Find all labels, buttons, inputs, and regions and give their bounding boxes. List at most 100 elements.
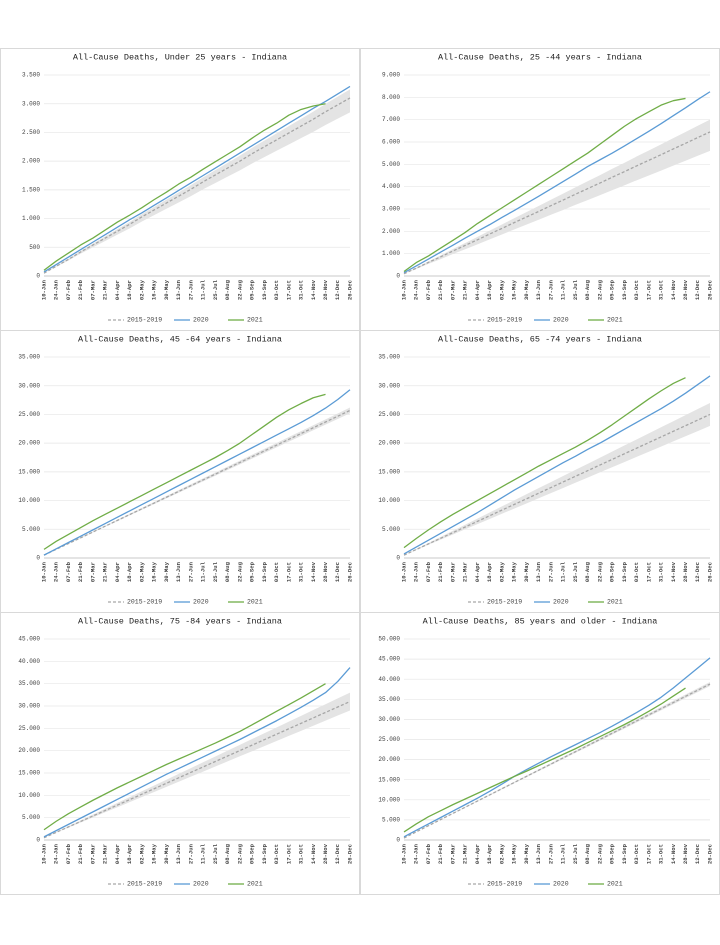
x-tick-label: 07-Feb [425,279,432,300]
x-tick-label: 31-Oct [658,562,665,582]
x-tick-label: 27-Jun [187,843,194,864]
y-tick-label: 25.000 [18,725,40,732]
x-tick-label: 07-Feb [65,279,72,300]
x-tick-label: 11-Jul [200,561,207,582]
series-line [43,409,351,556]
x-tick-label: 22-Aug [236,843,243,864]
x-tick-label: 18-Apr [126,844,133,864]
series-line [403,131,711,275]
y-tick-label: 0 [36,555,40,562]
x-tick-label: 05-Sep [249,279,256,300]
y-tick-label: 2.000 [382,228,400,235]
x-tick-label: 12-Dec [334,279,341,300]
x-tick-label: 19-Sep [261,561,268,582]
y-tick-label: 25.000 [18,411,40,418]
x-tick-label: 25-Jul [572,843,579,864]
y-tick-label: 45.000 [378,656,400,663]
x-tick-label: 18-Apr [486,280,493,300]
y-tick-label: 50.000 [378,636,400,643]
x-tick-label: 12-Dec [694,561,701,582]
x-tick-label: 21-Feb [77,279,84,300]
legend-label: 2015-2019 [127,881,162,888]
chart-title: All-Cause Deaths, 45 -64 years - Indiana [78,334,282,344]
legend-label: 2020 [193,881,209,888]
x-tick-label: 12-Dec [334,843,341,864]
y-tick-label: 20.000 [378,440,400,447]
x-tick-label: 28-Nov [682,561,689,582]
y-tick-label: 15.000 [378,468,400,475]
y-tick-label: 40.000 [18,658,40,665]
x-tick-label: 10-Jan [400,561,407,582]
x-tick-label: 07-Mar [89,280,96,300]
x-tick-label: 08-Aug [584,843,591,864]
x-tick-label: 25-Jul [212,279,219,300]
x-tick-label: 08-Aug [584,561,591,582]
x-tick-label: 21-Feb [77,561,84,582]
y-tick-label: 20.000 [18,440,40,447]
x-tick-label: 05-Sep [609,843,616,864]
x-tick-label: 24-Jan [413,561,420,582]
series-line [403,687,686,833]
series-line [403,91,711,274]
x-tick-label: 19-Sep [621,279,628,300]
x-tick-label: 07-Mar [449,562,456,582]
x-tick-label: 24-Jan [413,279,420,300]
chart-title: All-Cause Deaths, 25 -44 years - Indiana [438,52,642,62]
x-tick-label: 11-Jul [200,279,207,300]
x-tick-label: 18-Apr [126,562,133,582]
y-tick-label: 35.000 [18,354,40,361]
x-tick-label: 13-Jun [175,279,182,300]
series-line [403,97,686,273]
x-tick-label: 03-Oct [273,844,280,864]
x-tick-label: 17-Oct [285,280,292,300]
x-tick-label: 22-Aug [596,279,603,300]
x-tick-label: 07-Feb [65,561,72,582]
x-tick-label: 10-Jan [40,561,47,582]
x-tick-label: 22-Aug [596,843,603,864]
x-tick-label: 26-Dec [346,561,353,582]
x-tick-label: 16-May [511,843,518,864]
y-tick-label: 30.000 [18,703,40,710]
x-tick-label: 30-May [163,279,170,300]
x-tick-label: 10-Jan [40,843,47,864]
x-tick-label: 16-May [511,561,518,582]
y-tick-label: 6.000 [382,139,400,146]
x-tick-label: 11-Jul [200,843,207,864]
x-tick-label: 21-Mar [102,562,109,582]
x-tick-label: 11-Jul [560,279,567,300]
x-tick-label: 25-Jul [212,561,219,582]
x-tick-label: 27-Jun [187,279,194,300]
x-tick-label: 10-Jan [400,279,407,300]
y-tick-label: 0 [396,555,400,562]
x-tick-label: 04-Apr [114,562,121,582]
x-tick-label: 02-May [138,561,145,582]
y-tick-label: 45.000 [18,636,40,643]
y-tick-label: 0 [36,837,40,844]
x-tick-label: 05-Sep [609,279,616,300]
x-tick-label: 31-Oct [658,844,665,864]
y-tick-label: 1.000 [382,250,400,257]
series-line [43,683,326,831]
x-tick-label: 21-Mar [102,280,109,300]
x-tick-label: 14-Nov [310,843,317,864]
y-tick-label: 8.000 [382,94,400,101]
y-tick-label: 2.000 [22,158,40,165]
x-tick-label: 21-Feb [77,843,84,864]
x-tick-label: 18-Apr [486,562,493,582]
x-tick-label: 04-Apr [474,280,481,300]
x-tick-label: 03-Oct [633,844,640,864]
x-tick-label: 05-Sep [249,561,256,582]
x-tick-label: 31-Oct [298,562,305,582]
x-tick-label: 26-Dec [346,843,353,864]
y-tick-label: 1.500 [22,186,40,193]
x-tick-label: 04-Apr [114,280,121,300]
x-tick-label: 13-Jun [535,279,542,300]
series-line [403,683,711,839]
x-tick-label: 14-Nov [670,561,677,582]
x-tick-label: 10-Jan [400,843,407,864]
x-tick-label: 08-Aug [224,843,231,864]
y-tick-label: 0 [396,837,400,844]
range-band [44,407,350,556]
x-tick-label: 02-May [138,843,145,864]
